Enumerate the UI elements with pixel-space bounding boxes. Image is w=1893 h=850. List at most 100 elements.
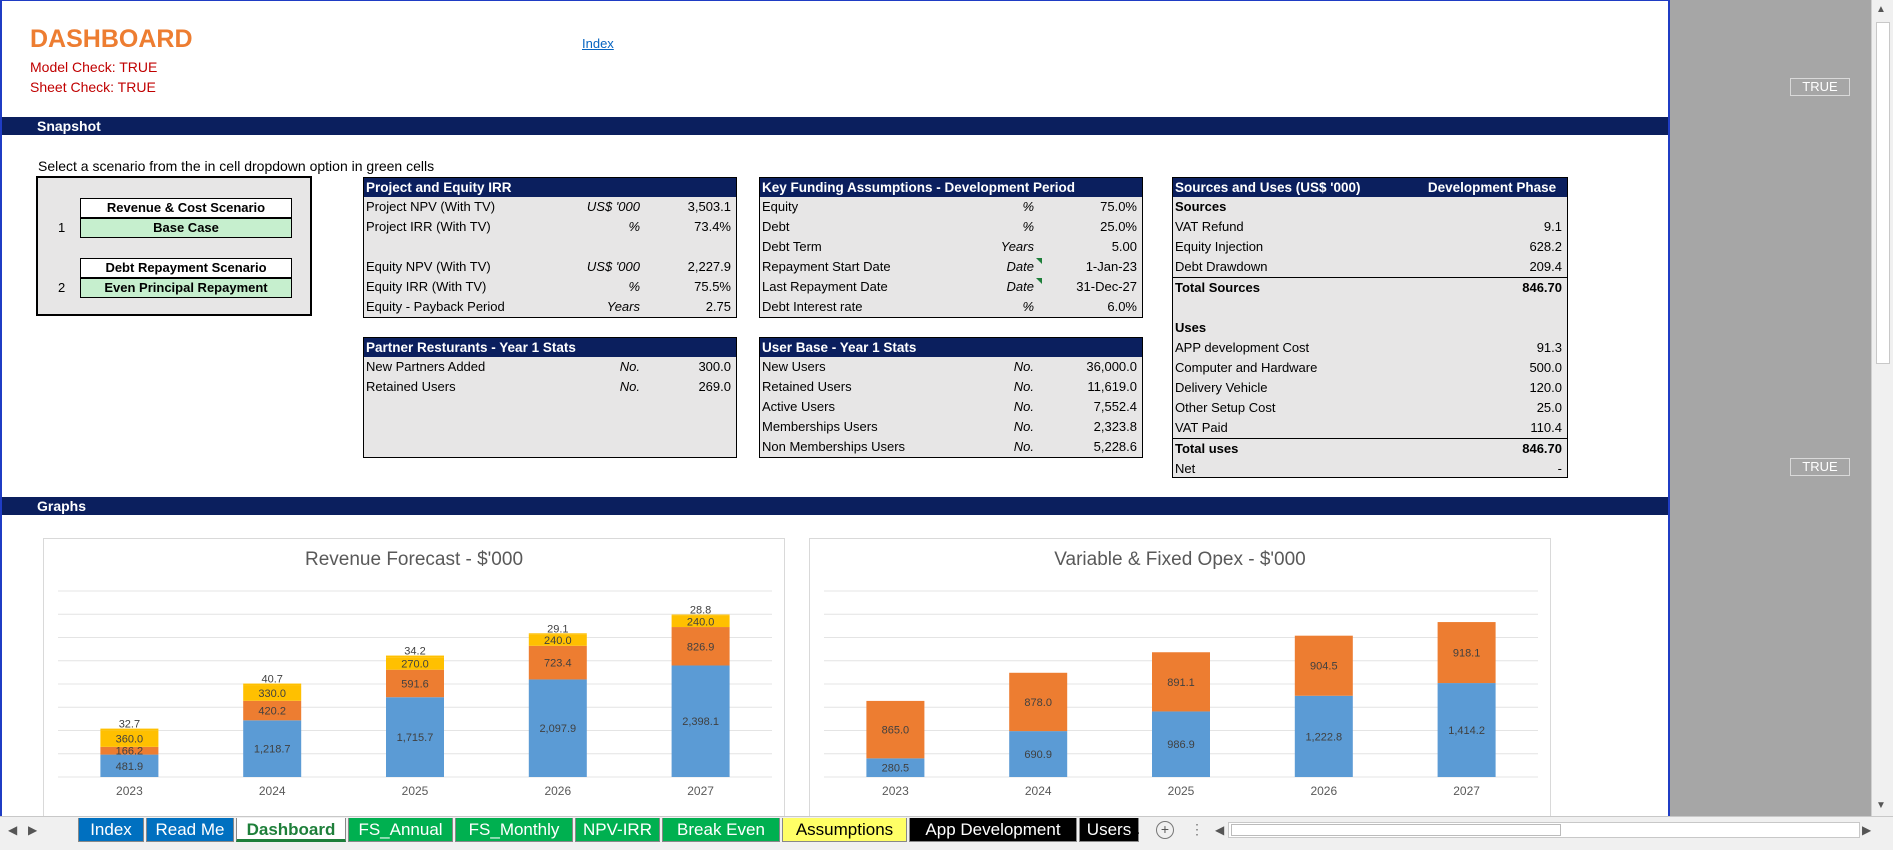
- add-sheet-button[interactable]: +: [1156, 821, 1174, 839]
- bar-segment[interactable]: [243, 683, 302, 686]
- total-sources-row: Total Sources 846.70: [1173, 277, 1567, 298]
- bar-segment[interactable]: [1152, 652, 1210, 712]
- bar-segment[interactable]: [386, 669, 444, 698]
- tab-dashboard[interactable]: Dashboard: [236, 818, 346, 842]
- row-value: 500.0: [1529, 360, 1562, 375]
- bar-segment[interactable]: [243, 685, 302, 701]
- bar-segment[interactable]: [671, 665, 730, 777]
- split-handle-icon[interactable]: ⋮: [1190, 821, 1204, 837]
- scroll-down-icon[interactable]: ▼: [1876, 800, 1886, 811]
- row-label: New Partners Added: [366, 359, 486, 374]
- tab-read-me[interactable]: Read Me: [146, 818, 234, 842]
- irr-table-title: Project and Equity IRR: [364, 178, 736, 197]
- development-phase-header: Development Phase: [1427, 180, 1557, 195]
- debt-scenario-dropdown[interactable]: Even Principal Repayment: [80, 278, 292, 298]
- row-unit: Date: [1006, 279, 1034, 294]
- tab-fs-annual[interactable]: FS_Annual: [348, 818, 453, 842]
- x-tick-label: 2027: [687, 784, 714, 798]
- row-unit: No.: [1013, 439, 1034, 454]
- table-row: Project IRR (With TV)% 73.4%: [364, 217, 736, 237]
- bar-segment[interactable]: [100, 754, 159, 777]
- bar-segment[interactable]: [1294, 695, 1353, 777]
- bar-segment[interactable]: [243, 700, 302, 721]
- model-check: Model Check: TRUE: [30, 59, 158, 75]
- more-tabs[interactable]: ...: [1126, 819, 1141, 838]
- revenue-forecast-chart[interactable]: Revenue Forecast - $'000 481.9 166.2 360.0…: [43, 538, 785, 816]
- row-label: Delivery Vehicle: [1175, 380, 1268, 395]
- revenue-scenario-dropdown[interactable]: Base Case: [80, 218, 292, 238]
- hscroll-right-icon[interactable]: ▶: [1862, 823, 1872, 837]
- bar-segment[interactable]: [386, 655, 444, 658]
- table-row: Last Repayment Date Date 31-Dec-27: [760, 277, 1142, 297]
- net-row: Net -: [1173, 459, 1567, 479]
- bar-segment[interactable]: [671, 614, 730, 616]
- x-tick-label: 2023: [882, 784, 909, 798]
- bar-segment[interactable]: [528, 645, 587, 680]
- bar-segment[interactable]: [386, 657, 444, 670]
- tab-index[interactable]: Index: [78, 818, 144, 842]
- table-row: Debt% 25.0%: [760, 217, 1142, 237]
- vertical-scrollbar[interactable]: ▲ ▼: [1871, 0, 1893, 816]
- bar-segment[interactable]: [866, 758, 925, 777]
- bar-segment[interactable]: [1437, 683, 1496, 777]
- bar-segment[interactable]: [1294, 635, 1353, 696]
- bar-segment[interactable]: [671, 627, 730, 666]
- row-value: 11,619.0: [1087, 379, 1137, 394]
- scenario-hint: Select a scenario from the in cell dropd…: [38, 158, 435, 174]
- bar-segment[interactable]: [528, 679, 587, 777]
- opex-chart[interactable]: Variable & Fixed Opex - $'000 280.5 865.0…: [809, 538, 1551, 816]
- bar-segment[interactable]: [1152, 711, 1210, 777]
- data-label: 34.2: [404, 646, 425, 658]
- tab-app-development[interactable]: App Development: [909, 818, 1077, 842]
- row-unit: %: [628, 219, 640, 234]
- table-row: Retained Users No. 11,619.0: [760, 377, 1142, 397]
- row-value: 2.75: [705, 299, 731, 314]
- hscroll-thumb[interactable]: [1231, 824, 1561, 836]
- row-label: Last Repayment Date: [762, 279, 888, 294]
- x-tick-label: 2024: [1025, 784, 1052, 798]
- bar-segment[interactable]: [1009, 672, 1068, 732]
- sources-uses-title-text: Sources and Uses (US$ '000): [1175, 180, 1361, 195]
- tab-assumptions[interactable]: Assumptions: [782, 818, 907, 842]
- row-label: Equity IRR (With TV): [366, 279, 487, 294]
- tab-scroll-right-icon[interactable]: ▶: [28, 823, 38, 837]
- sheet-check: Sheet Check: TRUE: [30, 79, 156, 95]
- tab-break-even[interactable]: Break Even: [662, 818, 780, 842]
- bar-segment[interactable]: [100, 728, 159, 731]
- hscroll-left-icon[interactable]: ◀: [1215, 823, 1225, 837]
- bar-segment[interactable]: [100, 730, 159, 747]
- bar-segment[interactable]: [1009, 731, 1068, 777]
- tab-fs-monthly[interactable]: FS_Monthly: [455, 818, 573, 842]
- bar-segment[interactable]: [671, 615, 730, 628]
- graphs-band: Graphs: [2, 497, 1668, 515]
- row-label: New Users: [762, 359, 826, 374]
- bar-segment[interactable]: [528, 634, 587, 646]
- tab-npv-irr[interactable]: NPV-IRR: [575, 818, 660, 842]
- data-label: 904.5: [1310, 661, 1338, 673]
- scroll-thumb[interactable]: [1876, 22, 1890, 364]
- row-value: 31-Dec-27: [1076, 279, 1137, 294]
- row-unit: No.: [619, 359, 640, 374]
- worksheet[interactable]: DASHBOARD Model Check: TRUE Sheet Check:…: [0, 0, 1670, 816]
- bar-segment[interactable]: [1437, 622, 1496, 684]
- scroll-up-icon[interactable]: ▲: [1876, 4, 1886, 15]
- index-link[interactable]: Index: [582, 36, 614, 51]
- row-value: 846.70: [1522, 280, 1562, 295]
- data-label: 1,715.7: [397, 732, 434, 744]
- horizontal-scrollbar[interactable]: [1228, 822, 1860, 838]
- table-row: APP development Cost 91.3: [1173, 338, 1567, 358]
- bar-segment[interactable]: [866, 700, 925, 759]
- table-row: Debt Interest rate% 6.0%: [760, 297, 1142, 317]
- funding-table: Key Funding Assumptions - Development Pe…: [759, 177, 1143, 318]
- bar-segment[interactable]: [386, 697, 444, 777]
- tab-users[interactable]: Users: [1079, 818, 1139, 842]
- bar-segment[interactable]: [243, 720, 302, 777]
- row-value: 628.2: [1529, 239, 1562, 254]
- table-row: Equity NPV (With TV) US$ '000 2,227.9: [364, 257, 736, 277]
- row-label: Equity Injection: [1175, 239, 1264, 254]
- bar-segment[interactable]: [528, 633, 587, 635]
- tab-scroll-left-icon[interactable]: ◀: [8, 823, 18, 837]
- row-label: Debt Term: [762, 239, 822, 254]
- row-label: VAT Refund: [1175, 219, 1244, 234]
- bar-segment[interactable]: [100, 746, 159, 755]
